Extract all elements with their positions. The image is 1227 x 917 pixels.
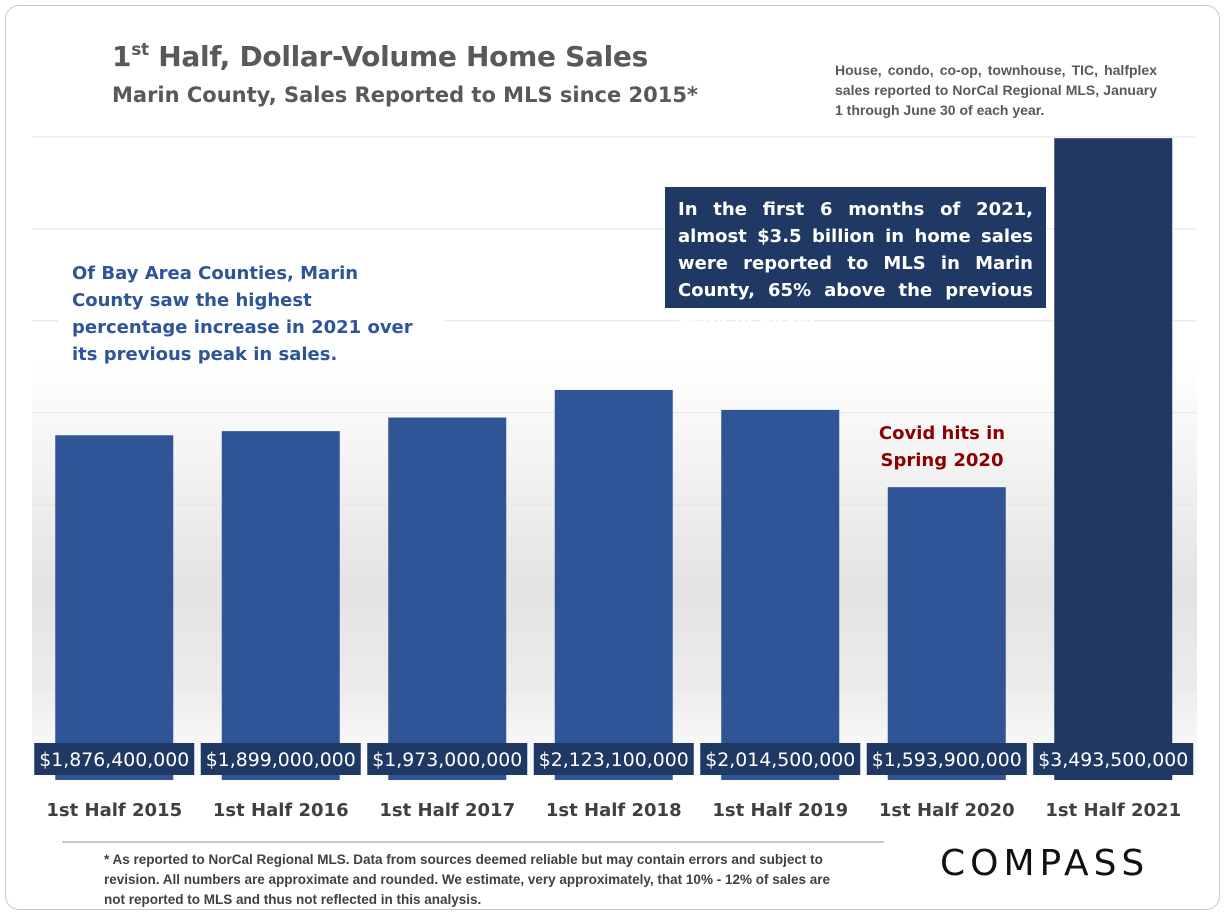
chart-subtitle: Marin County, Sales Reported to MLS sinc… xyxy=(112,83,698,107)
value-label-box xyxy=(34,743,195,775)
title-superscript: st xyxy=(131,40,149,60)
data-label: $1,593,900,000 xyxy=(872,750,1022,771)
data-label: $3,493,500,000 xyxy=(1038,750,1188,771)
bar-1st-half-2017 xyxy=(388,417,507,780)
value-label-box xyxy=(533,743,694,775)
bar-1st-half-2016 xyxy=(221,431,340,780)
data-label: $1,876,400,000 xyxy=(39,750,189,771)
data-label: $1,973,000,000 xyxy=(372,750,522,771)
data-label: $2,014,500,000 xyxy=(705,750,855,771)
x-tick-label: 1st Half 2016 xyxy=(213,800,349,821)
covid-annotation: Covid hits in Spring 2020 xyxy=(878,423,1006,471)
callout-highest-increase: Of Bay Area Counties, Marin County saw t… xyxy=(58,252,444,365)
bar-1st-half-2020 xyxy=(887,487,1006,780)
compass-logo: COMPASS xyxy=(940,843,1150,884)
bar-1st-half-2019 xyxy=(721,409,840,780)
footnote: * As reported to NorCal Regional MLS. Da… xyxy=(104,852,831,907)
x-tick-label: 1st Half 2020 xyxy=(879,800,1015,821)
value-label-box xyxy=(200,743,361,775)
bar-1st-half-2015 xyxy=(55,435,174,780)
x-tick-label: 1st Half 2017 xyxy=(379,800,515,821)
title-rest: Half, Dollar-Volume Home Sales xyxy=(148,40,648,73)
value-label-box xyxy=(1033,743,1194,775)
data-label: $2,123,100,000 xyxy=(539,750,689,771)
title-prefix: 1 xyxy=(112,40,132,73)
x-tick-label: 1st Half 2015 xyxy=(46,800,182,821)
value-label-box xyxy=(866,743,1027,775)
x-tick-label: 1st Half 2021 xyxy=(1045,800,1181,821)
x-tick-label: 1st Half 2019 xyxy=(712,800,848,821)
data-label: $1,899,000,000 xyxy=(206,750,356,771)
x-tick-label: 1st Half 2018 xyxy=(546,800,682,821)
footnote-divider xyxy=(62,841,884,843)
value-label-box xyxy=(700,743,861,775)
scope-note: House, condo, co-op, townhouse, TIC, hal… xyxy=(835,62,1157,118)
bar-1st-half-2018 xyxy=(554,389,673,780)
callout-2021-summary: In the first 6 months of 2021, almost $3… xyxy=(665,187,1046,328)
bar-1st-half-2021 xyxy=(1054,138,1173,780)
chart-title: 1st Half, Dollar-Volume Home Sales xyxy=(112,40,648,73)
value-label-box xyxy=(367,743,528,775)
